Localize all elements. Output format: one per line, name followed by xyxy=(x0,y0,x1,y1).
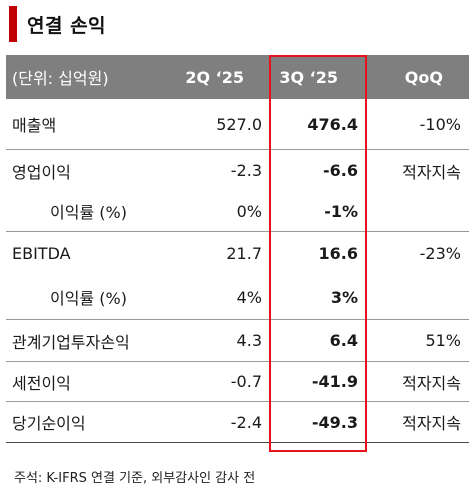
cell-qoq: -10% xyxy=(419,114,461,134)
cell-2q: -2.3 xyxy=(230,161,262,180)
cell-2q: 4.3 xyxy=(236,331,262,350)
cell-qoq: 적자지속 xyxy=(402,414,461,433)
cell-2q: 0% xyxy=(236,201,262,221)
row-label: 관계기업투자손익 xyxy=(12,332,130,352)
cell-2q: 4% xyxy=(236,287,262,307)
cell-3q: 476.4 xyxy=(307,114,358,134)
cell-2q: -2.4 xyxy=(230,412,262,432)
page-title: 연결 손익 xyxy=(27,14,107,37)
table-row-pretax-income: 세전이익 -0.7 -41.9 적자지속 xyxy=(6,361,469,401)
cell-2q: -0.7 xyxy=(230,372,262,391)
cell-3q: -6.6 xyxy=(323,161,358,180)
row-label: 당기순이익 xyxy=(12,414,86,433)
cell-3q: -1% xyxy=(324,201,358,221)
row-label: 이익률 (%) xyxy=(50,289,127,308)
row-label: 영업이익 xyxy=(12,162,71,182)
cell-qoq: 적자지속 xyxy=(402,162,461,182)
header-2q25: 2Q ‘25 xyxy=(185,67,244,87)
cell-3q: 6.4 xyxy=(329,331,358,350)
table-row-net-income: 당기순이익 -2.4 -49.3 적자지속 xyxy=(6,401,469,443)
table-row-equity-method: 관계기업투자손익 4.3 6.4 51% xyxy=(6,319,469,361)
table-row-revenue: 매출액 527.0 476.4 -10% xyxy=(6,99,469,149)
footnote: 주석: K-IFRS 연결 기준, 외부감사인 감사 전 xyxy=(14,471,256,486)
cell-3q: 3% xyxy=(330,287,358,307)
cell-qoq: 51% xyxy=(425,331,461,350)
cell-2q: 21.7 xyxy=(226,244,262,263)
table-row-ebitda-margin: 이익률 (%) 4% 3% xyxy=(6,275,469,319)
row-label: 이익률 (%) xyxy=(50,203,127,222)
row-label: 세전이익 xyxy=(12,373,71,393)
cell-3q: -49.3 xyxy=(311,412,358,432)
income-table: (단위: 십억원) 2Q ‘25 3Q ‘25 QoQ 매출액 527.0 47… xyxy=(6,55,469,443)
title-accent-bar xyxy=(9,6,17,42)
section-title: 연결 손익 xyxy=(9,6,106,42)
cell-qoq: 적자지속 xyxy=(402,373,461,393)
cell-qoq: -23% xyxy=(419,244,461,263)
header-3q25: 3Q ‘25 xyxy=(279,67,338,87)
table-row-operating-profit: 영업이익 -2.3 -6.6 적자지속 xyxy=(6,149,469,191)
cell-3q: -41.9 xyxy=(311,372,358,391)
header-unit: (단위: 십억원) xyxy=(12,69,109,88)
table-row-ebitda: EBITDA 21.7 16.6 -23% xyxy=(6,231,469,275)
cell-3q: 16.6 xyxy=(318,244,358,263)
header-qoq: QoQ xyxy=(404,67,443,87)
table-header-row: (단위: 십억원) 2Q ‘25 3Q ‘25 QoQ xyxy=(6,55,469,99)
table-row-operating-margin: 이익률 (%) 0% -1% xyxy=(6,191,469,231)
cell-2q: 527.0 xyxy=(216,114,262,134)
row-label: EBITDA xyxy=(12,244,71,263)
row-label: 매출액 xyxy=(12,116,57,135)
